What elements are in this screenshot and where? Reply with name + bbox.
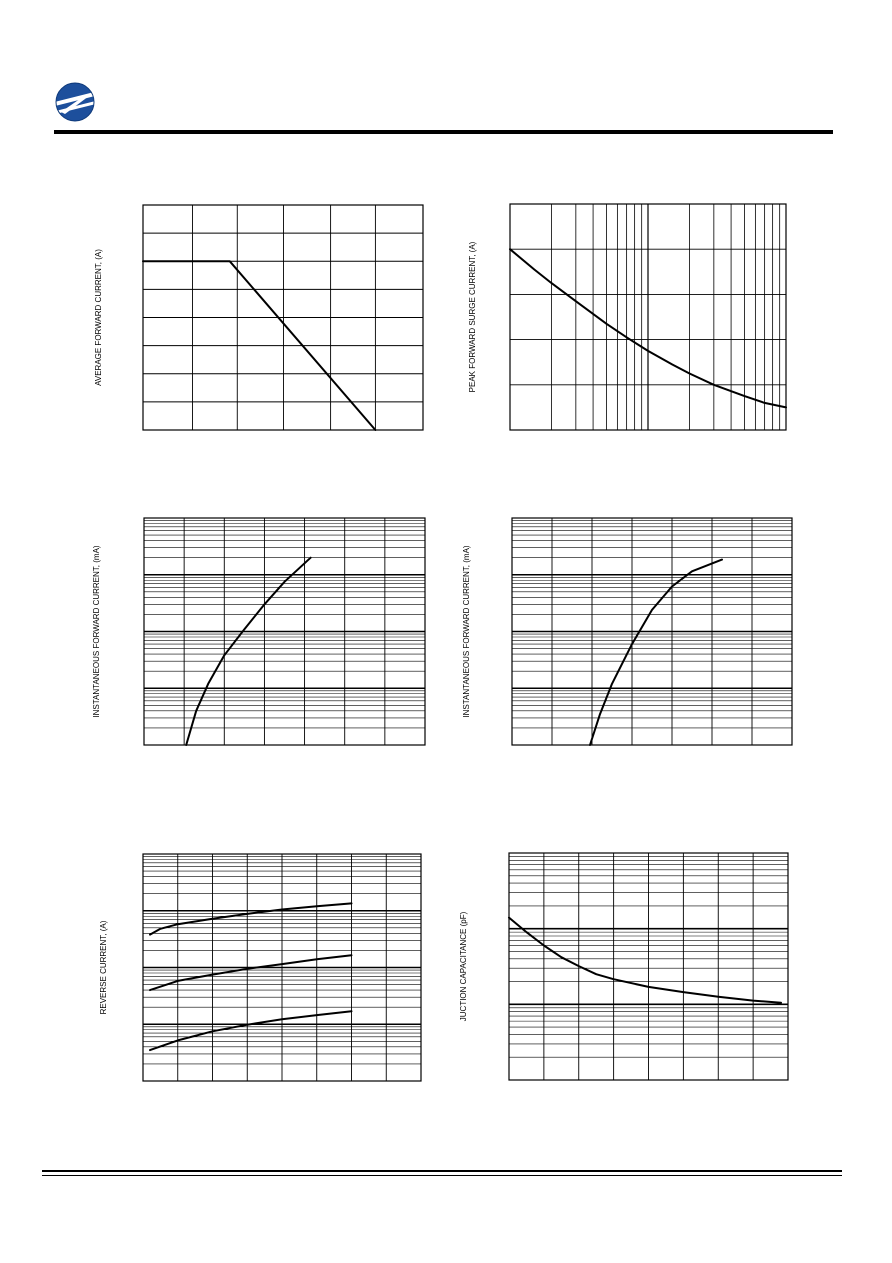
plot-frame [142, 204, 424, 431]
series-line-1 [508, 916, 782, 1004]
forward-current-chart-a: INSTANTANEOUS FORWARD CURRENT, (mA) [92, 517, 426, 746]
series-line-1 [509, 248, 787, 409]
plot-frame [509, 203, 787, 431]
footer-rule [42, 1170, 842, 1172]
company-globe-logo-icon [55, 82, 95, 122]
plot-frame [142, 853, 422, 1082]
reverse-current-chart: REVERSE CURRENT, (A) [99, 853, 422, 1082]
average-forward-current-chart: AVERAGE FORWARD CURRENT, (A) [94, 204, 424, 431]
grid [510, 204, 786, 430]
plot-frame [143, 517, 426, 746]
y-axis-label: INSTANTANEOUS FORWARD CURRENT, (mA) [92, 545, 101, 717]
y-axis-label: INSTANTANEOUS FORWARD CURRENT, (mA) [462, 545, 471, 717]
grid [143, 205, 423, 430]
peak-forward-surge-current-chart: PEAK FORWARD SURGE CURRENT, (A) [468, 203, 787, 431]
junction-capacitance-chart: JUCTION CAPACITANCE (pF) [459, 852, 789, 1081]
series-line-1 [185, 556, 312, 746]
y-axis-label: AVERAGE FORWARD CURRENT, (A) [94, 249, 103, 386]
header-rule [54, 130, 833, 134]
y-axis-label: PEAK FORWARD SURGE CURRENT, (A) [468, 241, 477, 392]
grid [144, 518, 425, 745]
plot-frame [508, 852, 789, 1081]
series-line-3 [149, 1010, 353, 1052]
series-line-1 [142, 260, 377, 431]
series-line-1 [149, 902, 353, 936]
y-axis-label: REVERSE CURRENT, (A) [99, 920, 108, 1014]
grid [512, 518, 792, 745]
grid [143, 854, 421, 1081]
footer-rule-thin [42, 1175, 842, 1176]
y-axis-label: JUCTION CAPACITANCE (pF) [459, 911, 468, 1021]
forward-current-chart-b: INSTANTANEOUS FORWARD CURRENT, (mA) [462, 517, 793, 746]
series-line-1 [589, 558, 723, 746]
series-line-2 [149, 954, 353, 992]
plot-frame [511, 517, 793, 746]
grid [509, 853, 788, 1080]
